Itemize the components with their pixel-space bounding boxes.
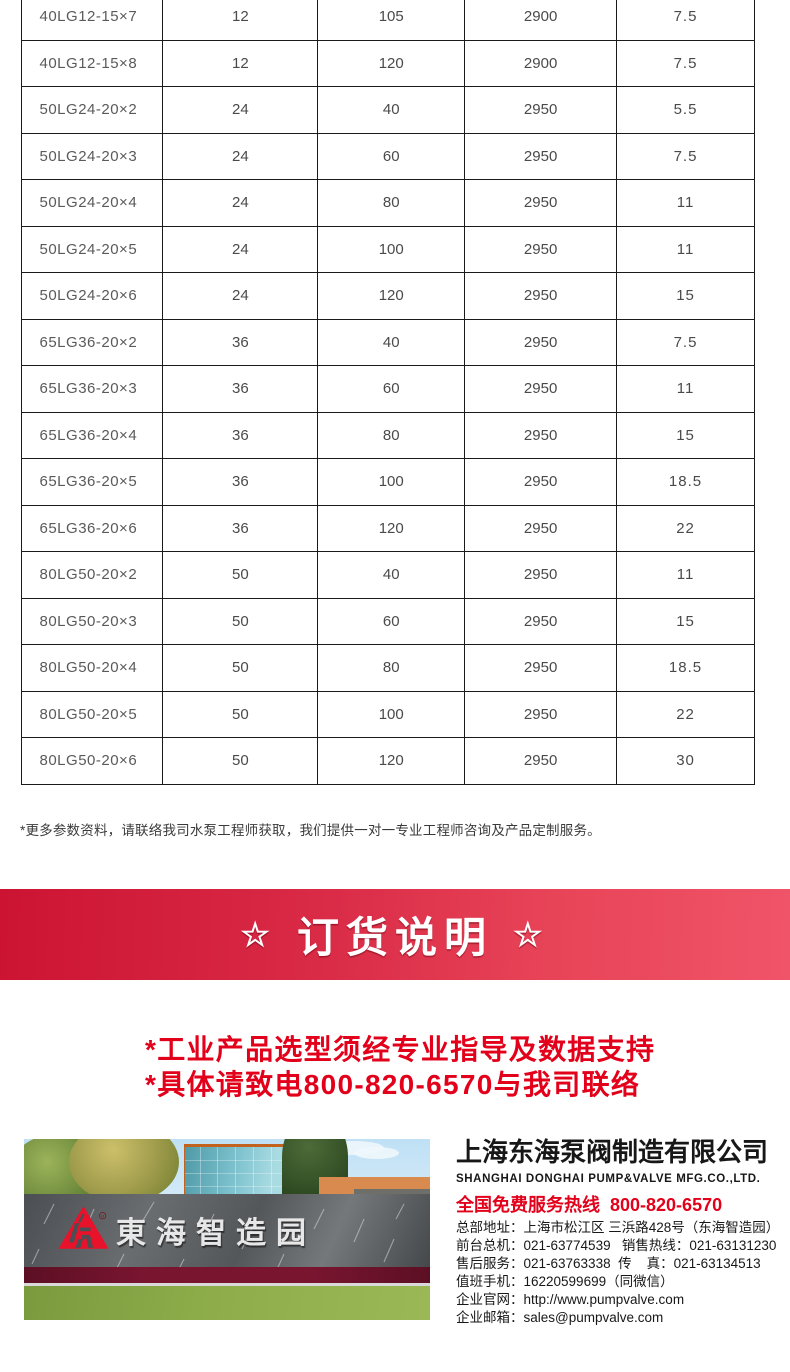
svg-text:R: R xyxy=(101,1214,104,1218)
